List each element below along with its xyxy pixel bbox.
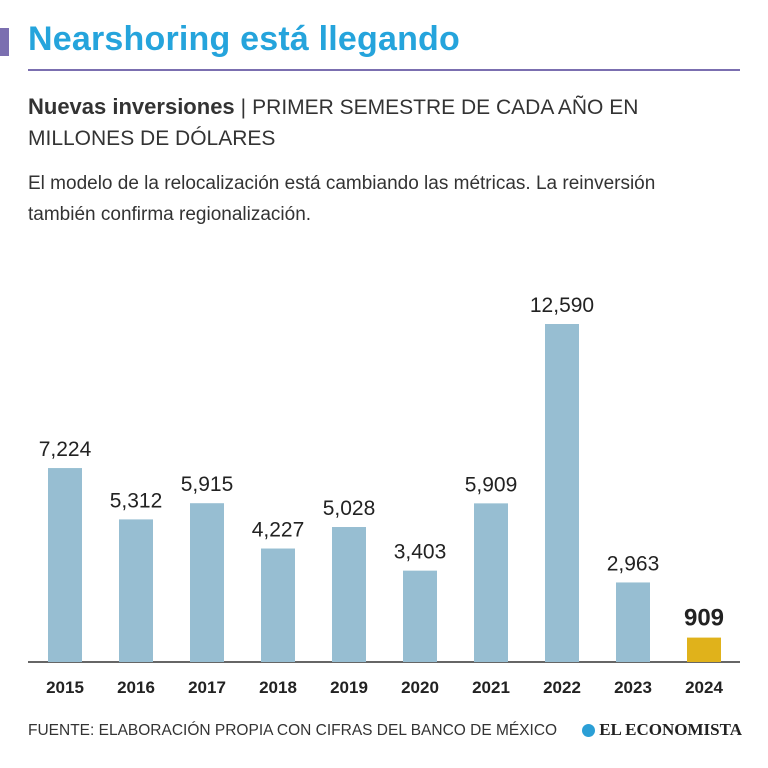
brand-name: EL ECONOMISTA bbox=[599, 720, 742, 739]
x-tick-2016: 2016 bbox=[117, 678, 155, 697]
globe-icon bbox=[582, 723, 596, 737]
x-tick-2015: 2015 bbox=[46, 678, 84, 697]
x-tick-2021: 2021 bbox=[472, 678, 510, 697]
bar-2021 bbox=[474, 503, 508, 662]
value-label-2021: 5,909 bbox=[465, 473, 518, 496]
bar-2023 bbox=[616, 582, 650, 662]
value-label-2022: 12,590 bbox=[530, 294, 594, 317]
value-label-2020: 3,403 bbox=[394, 541, 447, 564]
x-tick-2018: 2018 bbox=[259, 678, 297, 697]
subtitle-strong: Nuevas inversiones bbox=[28, 94, 235, 119]
subtitle-units: PRIMER SEMESTRE DE CADA AÑO EN MILLONES … bbox=[28, 96, 639, 150]
bar-2018 bbox=[261, 548, 295, 662]
chart-subtitle: Nuevas inversiones | PRIMER SEMESTRE DE CA… bbox=[28, 91, 728, 154]
title-divider bbox=[28, 69, 740, 71]
x-tick-2022: 2022 bbox=[543, 678, 581, 697]
bar-2017 bbox=[190, 503, 224, 662]
brand-logo: EL ECONOMISTA bbox=[582, 720, 742, 740]
value-label-2015: 7,224 bbox=[39, 438, 92, 461]
page-title: Nearshoring está llegando bbox=[28, 20, 460, 58]
x-tick-2024: 2024 bbox=[685, 678, 723, 697]
x-tick-2017: 2017 bbox=[188, 678, 226, 697]
bar-2016 bbox=[119, 519, 153, 662]
subtitle-separator: | bbox=[240, 96, 247, 119]
x-tick-2020: 2020 bbox=[401, 678, 439, 697]
title-accent-bar bbox=[0, 28, 9, 56]
value-label-2023: 2,963 bbox=[607, 552, 660, 575]
chart-description: El modelo de la relocalización está camb… bbox=[28, 173, 656, 225]
bar-2022 bbox=[545, 324, 579, 662]
bar-2015 bbox=[48, 468, 82, 662]
value-label-2016: 5,312 bbox=[110, 489, 163, 512]
bar-2024 bbox=[687, 637, 721, 662]
value-label-2024: 909 bbox=[684, 605, 724, 632]
value-label-2018: 4,227 bbox=[252, 519, 305, 542]
bar-2020 bbox=[403, 570, 437, 662]
value-label-2019: 5,028 bbox=[323, 497, 376, 520]
x-tick-2023: 2023 bbox=[614, 678, 652, 697]
source-note: FUENTE: ELABORACIÓN PROPIA CON CIFRAS DE… bbox=[28, 722, 558, 739]
x-tick-2019: 2019 bbox=[330, 678, 368, 697]
value-label-2017: 5,915 bbox=[181, 473, 234, 496]
bar-2019 bbox=[332, 527, 366, 662]
